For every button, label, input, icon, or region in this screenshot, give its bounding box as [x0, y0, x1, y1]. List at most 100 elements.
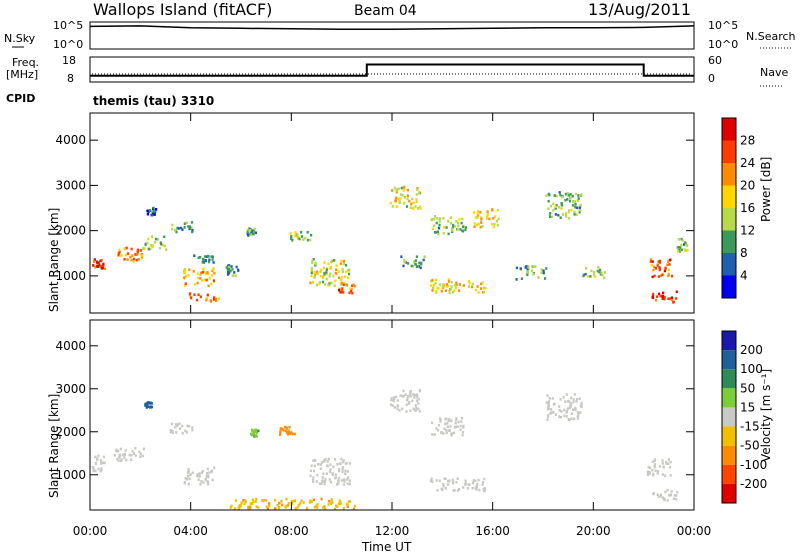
- power-cell: [447, 280, 451, 283]
- power-cell: [295, 235, 298, 238]
- power-cell: [130, 247, 133, 251]
- velocity-cell: [452, 481, 455, 485]
- velocity-cell: [475, 488, 478, 491]
- velocity-cell: [310, 500, 313, 503]
- power-cell: [191, 229, 194, 232]
- velocity-cell: [293, 499, 296, 503]
- velocity-cell: [572, 398, 575, 401]
- power-cell: [338, 276, 341, 280]
- power-cell: [552, 209, 555, 212]
- velocity-cell: [252, 430, 255, 434]
- velocity-cell: [206, 482, 210, 486]
- power-cell: [150, 243, 153, 247]
- velocity-cell: [251, 502, 254, 505]
- power-cell: [154, 241, 157, 244]
- power-colorbar-swatch: [722, 253, 736, 276]
- velocity-cell: [338, 499, 341, 502]
- velocity-cell: [647, 465, 650, 469]
- power-cell: [452, 223, 455, 227]
- velocity-cell: [94, 455, 97, 459]
- power-cell: [184, 269, 187, 273]
- power-cell: [400, 255, 403, 258]
- velocity-cell: [578, 397, 581, 400]
- power-cell: [660, 294, 663, 298]
- power-cell: [142, 247, 145, 250]
- power-cell: [99, 264, 103, 268]
- power-cell: [468, 282, 471, 285]
- power-cell: [291, 238, 294, 242]
- velocity-cell: [181, 424, 184, 428]
- power-cell: [537, 276, 540, 279]
- velocity-cell: [285, 497, 288, 501]
- velocity-cell: [406, 398, 409, 402]
- velocity-cell: [417, 402, 420, 405]
- power-cell: [163, 244, 166, 248]
- velocity-cell: [252, 433, 255, 436]
- velocity-cell: [320, 497, 323, 501]
- power-cell: [432, 286, 435, 289]
- velocity-cell: [346, 478, 349, 481]
- power-cell: [149, 247, 152, 251]
- velocity-cell: [257, 506, 260, 509]
- power-cell: [671, 274, 674, 278]
- power-cell: [342, 290, 345, 294]
- power-cell: [444, 289, 447, 293]
- velocity-cell: [200, 480, 203, 483]
- power-cell: [408, 199, 411, 203]
- velocity-colorbar-swatch: [722, 369, 736, 389]
- velocity-cell: [117, 459, 120, 463]
- power-cell: [437, 232, 440, 236]
- velocity-cell: [579, 404, 582, 408]
- velocity-cell: [569, 401, 572, 405]
- power-cell: [311, 259, 314, 263]
- velocity-colorbar-swatch: [722, 483, 736, 503]
- power-cell: [515, 278, 518, 281]
- velocity-cell: [286, 433, 290, 436]
- power-cell: [477, 214, 480, 217]
- power-cell: [301, 235, 304, 238]
- power-cell: [325, 271, 328, 274]
- velocity-cell: [455, 417, 458, 420]
- velocity-cell: [576, 398, 579, 401]
- power-cell: [228, 268, 231, 271]
- power-colorbar-tick: 20: [740, 179, 755, 193]
- power-cell: [123, 247, 126, 251]
- velocity-cell: [247, 507, 250, 511]
- velocity-cell: [443, 477, 446, 480]
- velocity-cell: [396, 404, 399, 407]
- power-cell: [155, 208, 158, 211]
- power-cell: [598, 270, 601, 274]
- velocity-cell: [202, 481, 205, 484]
- power-cell: [680, 248, 683, 252]
- power-cell: [309, 281, 312, 285]
- velocity-cell: [326, 460, 329, 463]
- power-cell: [125, 246, 128, 250]
- velocity-cell: [437, 424, 441, 427]
- power-cell: [147, 247, 150, 251]
- velocity-cell: [462, 424, 465, 428]
- power-cell: [400, 186, 403, 190]
- power-cell: [197, 256, 200, 260]
- power-cell: [438, 283, 441, 286]
- velocity-cell: [265, 505, 268, 508]
- velocity-cell: [234, 499, 238, 502]
- velocity-cell: [169, 430, 172, 434]
- power-colorbar-swatch: [722, 185, 736, 208]
- power-cell: [334, 279, 337, 283]
- power-cell: [480, 217, 483, 221]
- power-cell: [151, 244, 154, 247]
- velocity-cell: [456, 425, 459, 428]
- velocity-cell: [265, 499, 268, 502]
- velocity-cell: [251, 428, 254, 432]
- power-cell: [398, 200, 401, 203]
- power-cell: [126, 258, 129, 261]
- velocity-cell: [339, 462, 342, 465]
- power-cell: [340, 290, 343, 293]
- velocity-cell: [545, 401, 548, 404]
- power-cell: [683, 243, 686, 246]
- power-cell: [418, 261, 421, 265]
- velocity-ytick-label: 1000: [55, 468, 86, 482]
- power-cell: [180, 226, 183, 230]
- power-cell: [306, 230, 309, 234]
- power-cell: [191, 230, 194, 234]
